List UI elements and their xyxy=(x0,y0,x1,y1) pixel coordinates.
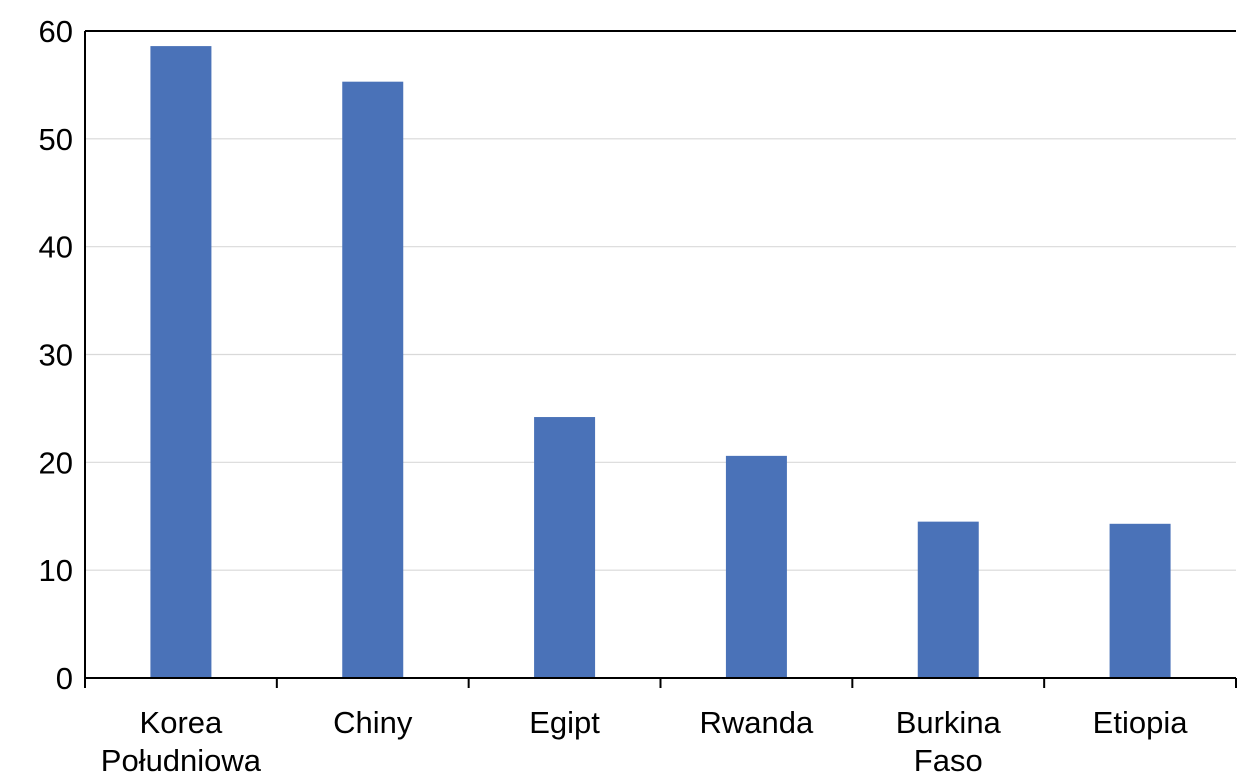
x-category-label-line: Chiny xyxy=(333,705,413,740)
x-category-label: Burkina Faso xyxy=(896,705,1002,778)
bar xyxy=(1109,523,1171,678)
x-category-label: Chiny xyxy=(333,705,413,740)
x-category-label-line: Południowa xyxy=(101,743,262,778)
x-category-label-line: Etiopia xyxy=(1093,705,1189,740)
x-category-label: Korea Południowa xyxy=(101,705,262,778)
bar xyxy=(917,521,979,678)
x-category-label-line: Burkina xyxy=(896,705,1002,740)
y-tick-labels: 0 10 20 30 40 50 60 xyxy=(39,14,73,696)
y-tick-label: 0 xyxy=(56,661,73,696)
y-tick-label: 40 xyxy=(39,230,73,265)
x-category-label-line: Rwanda xyxy=(700,705,814,740)
y-tick-label: 50 xyxy=(39,122,73,157)
y-tick-label: 30 xyxy=(39,338,73,373)
y-tick-label: 20 xyxy=(39,445,73,480)
gridlines xyxy=(85,30,1236,571)
bar xyxy=(725,455,787,678)
x-category-label: Etiopia xyxy=(1093,705,1189,740)
y-tick-label: 60 xyxy=(39,14,73,49)
bar xyxy=(150,46,212,678)
x-category-labels: Korea Południowa Chiny Egipt Rwanda Burkina Fa… xyxy=(101,705,1188,778)
bars xyxy=(150,46,1171,679)
x-category-label-line: Egipt xyxy=(529,705,600,740)
x-category-label: Rwanda xyxy=(700,705,814,740)
x-category-label-line: Faso xyxy=(914,743,983,778)
x-category-label: Egipt xyxy=(529,705,600,740)
x-category-label-line: Korea xyxy=(140,705,223,740)
bar xyxy=(342,81,404,679)
axes xyxy=(84,30,1237,688)
bar xyxy=(534,417,596,678)
y-tick-label: 10 xyxy=(39,553,73,588)
